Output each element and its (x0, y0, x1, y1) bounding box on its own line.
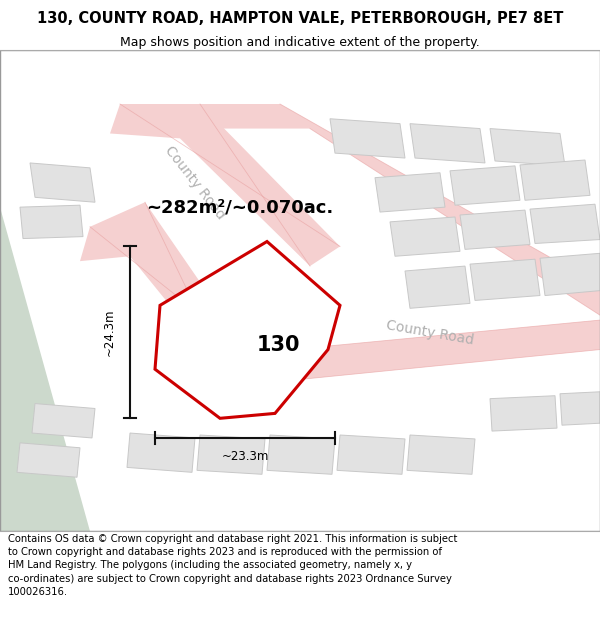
Polygon shape (490, 129, 565, 166)
Polygon shape (410, 124, 485, 163)
Polygon shape (127, 433, 195, 472)
Text: Contains OS data © Crown copyright and database right 2021. This information is : Contains OS data © Crown copyright and d… (8, 534, 457, 597)
Polygon shape (0, 207, 90, 531)
Text: ~24.3m: ~24.3m (103, 309, 116, 356)
Polygon shape (30, 163, 95, 202)
Polygon shape (375, 173, 445, 212)
Text: 130, COUNTY ROAD, HAMPTON VALE, PETERBOROUGH, PE7 8ET: 130, COUNTY ROAD, HAMPTON VALE, PETERBOR… (37, 11, 563, 26)
Polygon shape (197, 435, 265, 474)
Polygon shape (110, 104, 340, 266)
Polygon shape (20, 205, 83, 239)
Polygon shape (490, 396, 557, 431)
Polygon shape (200, 104, 600, 315)
Polygon shape (155, 241, 340, 418)
Text: 130: 130 (256, 334, 300, 354)
Polygon shape (520, 160, 590, 200)
Text: County Road: County Road (162, 143, 228, 222)
Polygon shape (32, 404, 95, 438)
Polygon shape (390, 217, 460, 256)
Text: ~23.3m: ~23.3m (221, 450, 269, 462)
Text: ~282m²/~0.070ac.: ~282m²/~0.070ac. (146, 198, 334, 216)
Polygon shape (405, 266, 470, 308)
Polygon shape (330, 119, 405, 158)
Polygon shape (407, 435, 475, 474)
Polygon shape (17, 443, 80, 478)
Polygon shape (530, 204, 600, 244)
Polygon shape (450, 166, 520, 205)
Polygon shape (337, 435, 405, 474)
Text: Map shows position and indicative extent of the property.: Map shows position and indicative extent… (120, 36, 480, 49)
Polygon shape (470, 259, 540, 301)
Polygon shape (560, 392, 600, 425)
Text: County Road: County Road (385, 318, 475, 348)
Polygon shape (267, 435, 335, 474)
Polygon shape (540, 253, 600, 296)
Polygon shape (80, 202, 250, 379)
Polygon shape (240, 320, 600, 384)
Polygon shape (460, 210, 530, 249)
